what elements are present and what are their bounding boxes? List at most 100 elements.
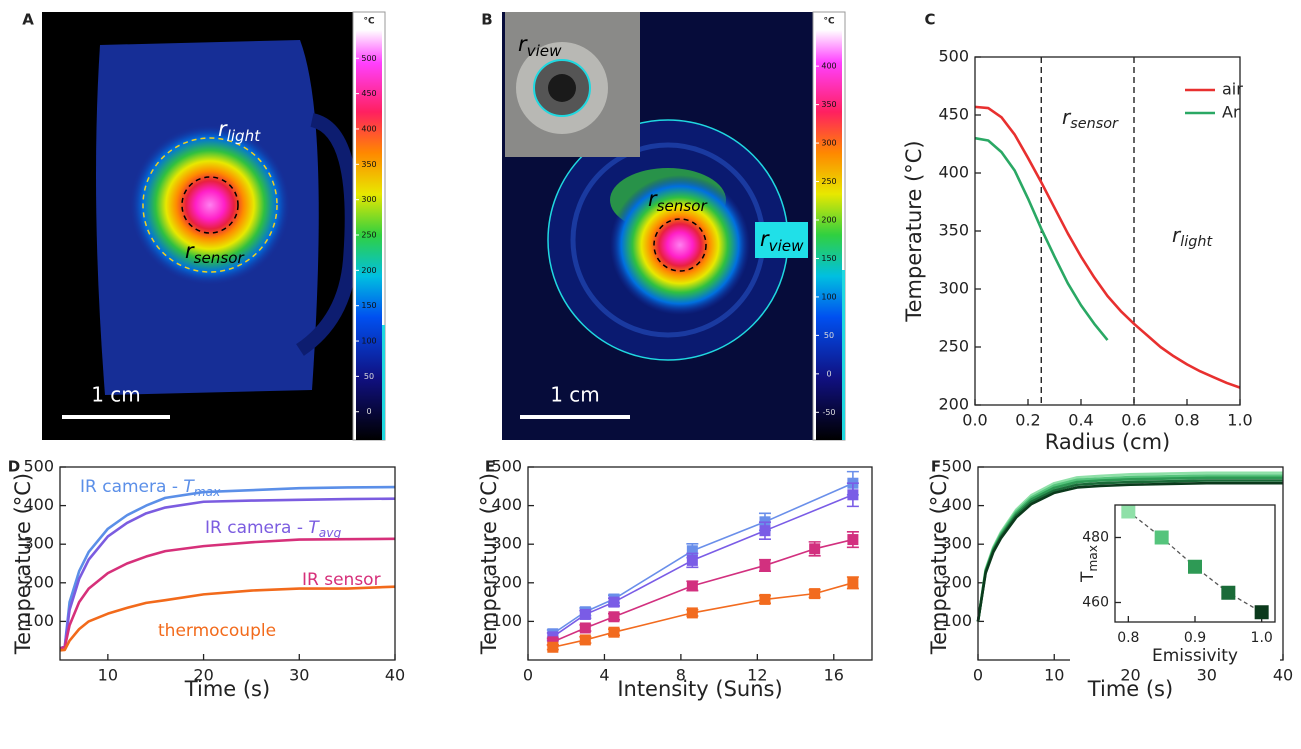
marker — [1221, 585, 1236, 600]
x-tick-label: 0.8 — [1174, 411, 1199, 430]
marker — [608, 611, 620, 623]
x-tick-label: 0.9 — [1184, 630, 1206, 646]
annotation: rsensor — [1062, 105, 1119, 132]
marker — [809, 543, 821, 555]
series-line — [974, 136, 1109, 341]
annotation-sub: sensor — [657, 197, 708, 215]
y-tick-label: 480 — [1082, 530, 1109, 546]
panel-label: E — [485, 458, 495, 476]
x-tick-label: 1.0 — [1227, 411, 1252, 430]
x-tick-label: 20 — [193, 666, 213, 685]
annotation: rview — [518, 32, 562, 60]
light-circle — [142, 137, 278, 273]
marker — [579, 608, 591, 620]
inset-background — [1070, 501, 1280, 668]
colorbar-tick-label: 350 — [361, 160, 376, 169]
x-tick-label: 30 — [1197, 666, 1217, 685]
shadow — [295, 113, 359, 356]
y-tick-label: 500 — [23, 457, 54, 476]
legend-label: Ar — [1222, 103, 1240, 122]
colorbar-tick-label: 150 — [361, 301, 376, 310]
panel-label: D — [8, 458, 20, 476]
series-label-text: thermocouple — [158, 621, 276, 641]
colorbar-tick-label: 100 — [361, 337, 376, 346]
x-tick-label: 20 — [1120, 666, 1140, 685]
series-label-var: T — [308, 518, 320, 538]
y-tick-label: 100 — [23, 611, 54, 630]
colorbar-tick-label: 200 — [361, 266, 376, 275]
y-tick-label: 500 — [491, 457, 522, 476]
series-line — [59, 497, 396, 650]
y-tick-label: 300 — [941, 534, 972, 553]
view-label-box — [755, 222, 808, 258]
plot-frame — [59, 466, 396, 661]
y-axis-label-sub: max — [1085, 545, 1099, 572]
series-label-text: IR sensor — [302, 570, 381, 590]
x-tick-label: 0.0 — [962, 411, 987, 430]
colorbar-tick-label: 350 — [821, 100, 836, 109]
colorbar-tick-label: -50 — [822, 408, 835, 417]
photo-hole — [548, 74, 576, 102]
series-line — [552, 494, 854, 638]
marker — [847, 489, 859, 501]
annotation-main: r — [185, 239, 195, 263]
sensor-circle — [653, 218, 707, 272]
series-label-var: T — [183, 477, 195, 497]
x-tick-label: 16 — [824, 666, 844, 685]
hot-spot — [130, 125, 290, 285]
y-tick-label: 200 — [938, 395, 969, 414]
series-line — [976, 481, 1283, 622]
plot-frame — [974, 56, 1241, 406]
colorbar-tick-label: 250 — [361, 231, 376, 240]
colorbar-marker — [842, 270, 845, 440]
annotation-main: r — [1172, 223, 1182, 247]
colorbar-tick-label: 50 — [364, 372, 374, 381]
colorbar-tick-label: 100 — [821, 292, 836, 301]
marker — [759, 525, 771, 537]
marker — [686, 554, 698, 566]
colorbar-unit: °C — [363, 17, 375, 27]
annotation-sub: view — [527, 42, 562, 60]
x-tick-label: 40 — [1273, 666, 1293, 685]
x-axis-label: Time (s) — [1087, 677, 1173, 701]
y-tick-label: 300 — [23, 534, 54, 553]
y-tick-label: 450 — [938, 105, 969, 124]
colorbar-tick-label: 50 — [824, 331, 834, 340]
annotation-sub: sensor — [1070, 116, 1119, 132]
x-tick-label: 10 — [98, 666, 118, 685]
marker — [1254, 605, 1269, 620]
x-axis-label: Time (s) — [184, 677, 270, 701]
x-tick-label: 1.0 — [1251, 630, 1273, 646]
annotation-main: r — [218, 117, 228, 141]
annotation-main: r — [648, 187, 658, 211]
series-label: thermocouple — [158, 621, 276, 641]
series-label: IR sensor — [302, 570, 381, 590]
colorbar-tick-label: 150 — [821, 254, 836, 263]
y-tick-label: 500 — [938, 47, 969, 66]
series-label: IR camera - Tmax — [80, 477, 221, 498]
colorbar-tick-label: 450 — [361, 89, 376, 98]
marker — [847, 577, 859, 589]
y-tick-label: 100 — [941, 611, 972, 630]
scale-bar-label: 1 cm — [91, 383, 141, 407]
x-tick-label: 0.6 — [1121, 411, 1146, 430]
x-axis-label: Radius (cm) — [1045, 430, 1170, 454]
annotation-sub: light — [227, 127, 262, 145]
panel-label: A — [22, 11, 34, 29]
x-tick-label: 0.4 — [1068, 411, 1093, 430]
y-tick-label: 200 — [941, 572, 972, 591]
series-line — [974, 105, 1241, 389]
series-label-text: IR camera - — [205, 518, 308, 538]
y-tick-label: 500 — [941, 457, 972, 476]
series-label-sub: max — [194, 484, 221, 498]
colorbar-tick-label: 300 — [361, 195, 376, 204]
y-axis-label: Temperature (°C) — [902, 140, 926, 322]
colorbar-tick-label: 0 — [826, 369, 831, 378]
annotation-sub: view — [769, 237, 804, 255]
x-tick-label: 4 — [599, 666, 609, 685]
colorbar-tick-label: 0 — [366, 407, 371, 416]
series-line — [59, 537, 396, 650]
y-tick-label: 200 — [491, 572, 522, 591]
series-label: IR camera - Tavg — [205, 518, 342, 539]
